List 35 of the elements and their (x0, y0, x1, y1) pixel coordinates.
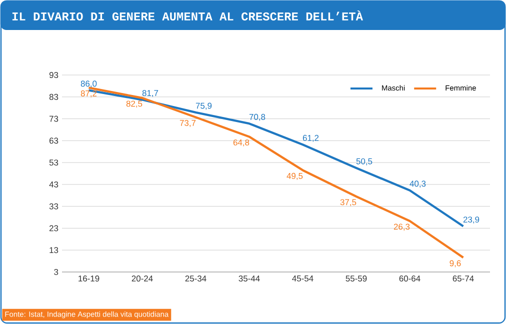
y-tick-label: 83 (49, 94, 58, 100)
x-tick-label: 45-54 (292, 276, 314, 282)
y-tick-label: 33 (49, 203, 58, 210)
data-label: 49,5 (286, 172, 303, 180)
y-tick-label: 63 (50, 138, 58, 144)
data-label: 81,7 (142, 90, 158, 98)
data-label: 82,5 (126, 100, 142, 108)
y-tick-label: 53 (49, 160, 58, 166)
data-label: 26,3 (394, 224, 410, 231)
x-tick-label: 55-59 (346, 276, 367, 282)
y-tick-label: 13 (50, 247, 58, 254)
data-label: 50,5 (356, 158, 372, 166)
x-tick-label: 65-74 (452, 276, 474, 282)
y-tick-label: 93 (49, 72, 58, 78)
x-tick-label: 35-44 (238, 276, 260, 282)
data-label: 87,2 (80, 90, 97, 98)
data-label: 61,2 (302, 134, 319, 142)
x-tick-label: 60-64 (399, 276, 420, 282)
data-label: 40,3 (410, 180, 426, 188)
data-label: 9,6 (450, 260, 461, 268)
x-tick-label: 25-34 (185, 276, 206, 282)
data-label: 73,7 (180, 120, 196, 127)
data-label: 64,8 (233, 139, 250, 146)
y-tick-label: 23 (49, 225, 58, 232)
data-label: 70,8 (249, 114, 266, 121)
data-label: 23,9 (463, 216, 480, 224)
x-tick-label: 16-19 (78, 276, 100, 282)
data-label: 75,9 (196, 102, 212, 110)
y-tick-label: 43 (49, 181, 58, 188)
x-tick-label: 20-24 (132, 276, 153, 282)
y-tick-label: 73 (50, 116, 58, 122)
data-label: 37,5 (340, 199, 356, 206)
data-label: 86,0 (80, 80, 97, 88)
chart-title: IL DIVARIO DI GENERE AUMENTA AL CRESCERE DELL’ETÀ (12, 10, 363, 21)
y-tick-label: 3 (54, 269, 58, 275)
